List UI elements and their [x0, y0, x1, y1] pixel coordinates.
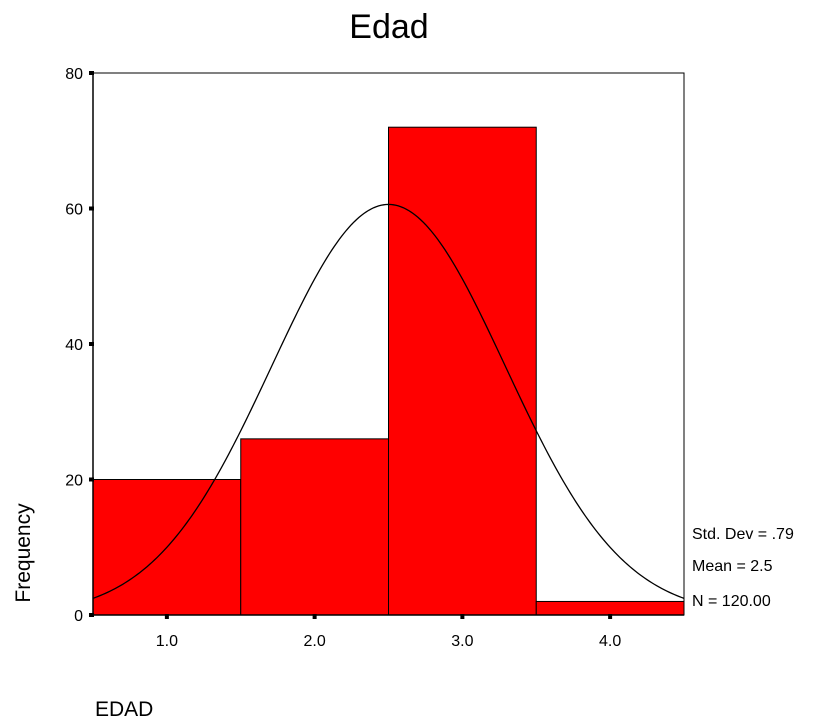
y-tick-label: 0 [74, 608, 83, 625]
plot-area [92, 72, 685, 616]
normal-curve [92, 203, 685, 599]
stat-mean: Mean = 2.5 [692, 558, 773, 575]
x-tick-label: 2.0 [304, 633, 326, 650]
bars-group [92, 126, 685, 616]
chart-title: Edad [349, 8, 428, 46]
stat-n: N = 120.00 [692, 593, 771, 610]
histogram-bar-3 [388, 126, 537, 616]
stats-box: Std. Dev = .79 Mean = 2.5 N = 120.00 [692, 526, 794, 610]
histogram-bar-2 [240, 438, 389, 616]
stat-std-dev: Std. Dev = .79 [692, 526, 794, 543]
y-tick-label: 80 [65, 66, 83, 83]
x-tick-label: 3.0 [451, 633, 473, 650]
x-tick-label: 1.0 [156, 633, 178, 650]
x-axis-ticks: 1.0 2.0 3.0 4.0 [156, 614, 621, 650]
y-axis-ticks: 0 20 40 60 80 [65, 66, 94, 625]
y-tick-label: 20 [65, 473, 83, 490]
y-tick-label: 40 [65, 337, 83, 354]
histogram-bar-4 [535, 600, 685, 616]
y-axis-label: Frequency [12, 503, 35, 603]
y-tick-label: 60 [65, 202, 83, 219]
x-tick-label: 4.0 [599, 633, 621, 650]
x-axis-label: EDAD [95, 698, 153, 721]
